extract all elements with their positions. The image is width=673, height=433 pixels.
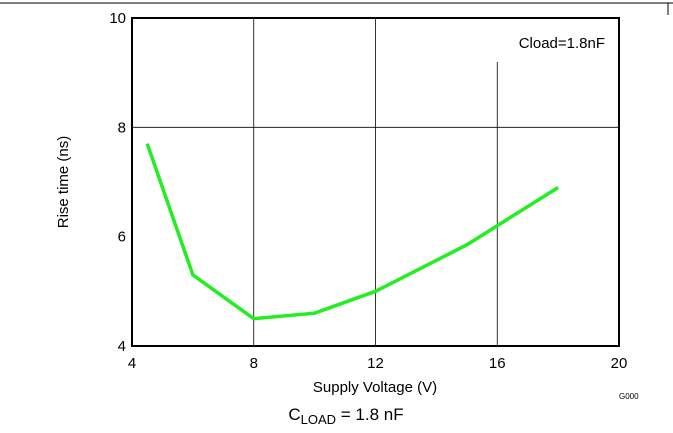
series-line [145, 143, 560, 321]
y-tick-label: 8 [118, 119, 126, 136]
caption-main: C [288, 405, 300, 424]
plot-area-frame [131, 17, 620, 347]
caption-rest: = 1.8 nF [336, 405, 404, 424]
y-tick-label: 6 [118, 229, 126, 246]
y-tick-labels: 4 6 8 10 [109, 10, 126, 355]
figure-code: G000 [619, 392, 639, 401]
caption: CLOAD = 1.8 nF [288, 405, 403, 427]
caption-subscript: LOAD [301, 412, 336, 427]
x-tick-labels: 4 8 12 16 20 [128, 355, 628, 372]
x-tick-label: 16 [489, 355, 506, 372]
x-tick-label: 12 [367, 355, 384, 372]
grid-lines [132, 18, 619, 346]
y-tick-label: 10 [109, 10, 126, 27]
x-tick-label: 20 [611, 355, 628, 372]
x-axis-label: Supply Voltage (V) [313, 379, 437, 396]
annotation-label: Cload=1.8nF [519, 35, 605, 52]
series-layer [145, 143, 560, 321]
x-tick-label: 8 [250, 355, 258, 372]
y-axis-label: Rise time (ns) [55, 136, 72, 229]
x-tick-label: 4 [128, 355, 136, 372]
y-tick-label: 4 [118, 338, 126, 355]
